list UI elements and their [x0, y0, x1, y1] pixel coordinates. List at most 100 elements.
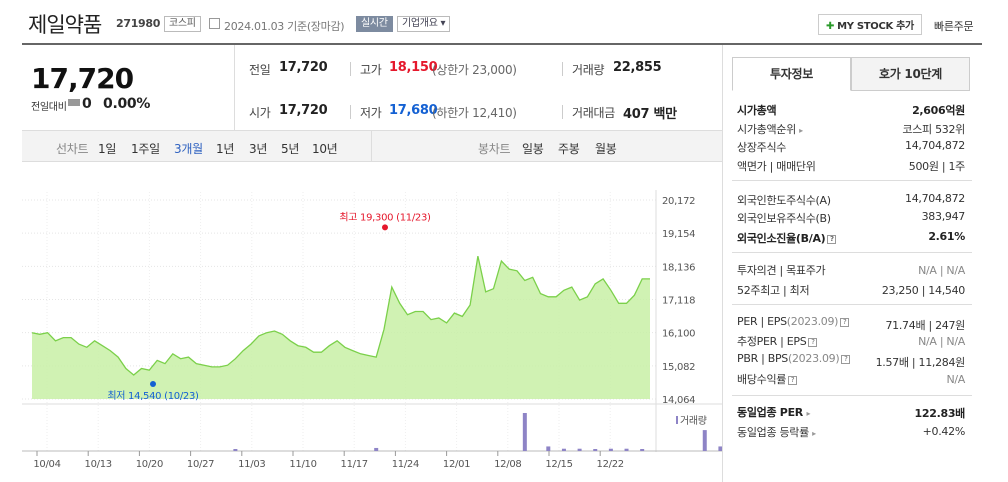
high52-value: 23,250 | 14,540 [881, 284, 965, 297]
price-chart[interactable]: 최고 19,300 (11/23) 최저 14,540 (10/23) 20,17… [22, 162, 722, 482]
help-icon[interactable]: ? [788, 375, 798, 385]
tab-order-book[interactable]: 호가 10단계 [851, 57, 970, 91]
low-label: 저가 [360, 106, 382, 120]
change-percent: 0.00% [103, 96, 151, 112]
add-mystock-label: MY STOCK 추가 [837, 21, 914, 32]
period-10y[interactable]: 10년 [312, 142, 338, 156]
company-overview-dropdown[interactable]: 기업개요 ▾ [397, 16, 451, 32]
plus-icon: ✚ [826, 21, 835, 32]
foreign-rate-label: 외국인소진율(B/A)? [737, 230, 837, 246]
low-annotation: 최저 14,540 (10/23) [107, 390, 199, 402]
prev-close-value: 17,720 [279, 60, 328, 75]
x-tick-label: 11/24 [392, 459, 419, 470]
chevron-right-icon: ▸ [812, 429, 816, 438]
divider [732, 180, 972, 181]
volume-bar [522, 413, 527, 451]
amount-label: 거래대금 [572, 106, 615, 120]
volume-label: 거래량 [680, 415, 707, 427]
stock-code: 271980 [116, 17, 161, 30]
industry-per-label-text: 동일업종 PER [737, 406, 803, 419]
volume-bar [233, 449, 238, 451]
market-cap-value: 2,606억원 [912, 104, 965, 117]
current-price: 17,720 [31, 62, 134, 95]
high-value: 18,150 [389, 60, 438, 75]
foreign-limit-label: 외국인한도주식수(A) [737, 194, 831, 207]
divider [371, 131, 372, 162]
cap-rank-value: 코스피 532위 [902, 123, 965, 136]
eper-value: N/A | N/A [918, 335, 965, 348]
tab-invest-info[interactable]: 투자정보 [732, 57, 851, 91]
volume-bar [593, 449, 598, 451]
high-annotation: 최고 19,300 (11/23) [339, 211, 431, 223]
divider [732, 304, 972, 305]
volume-bar [374, 447, 379, 451]
volume-bar [718, 446, 722, 451]
industry-rate-label-text: 동일업종 등락률 [737, 426, 809, 439]
cap-rank-label[interactable]: 시가총액순위 ▸ [737, 121, 803, 137]
x-tick-label: 12/15 [545, 459, 572, 470]
help-icon[interactable]: ? [840, 317, 850, 327]
chevron-right-icon: ▸ [799, 126, 803, 135]
period-1w[interactable]: 1주일 [131, 142, 160, 156]
help-icon[interactable]: ? [841, 354, 851, 364]
div-label-text: 배당수익률 [737, 373, 787, 386]
y-tick-label: 17,118 [662, 296, 695, 307]
add-mystock-button[interactable]: ✚ MY STOCK 추가 [818, 14, 922, 35]
y-tick-label: 18,136 [662, 262, 695, 273]
header-divider [22, 43, 982, 45]
upper-limit: (상한가 23,000) [432, 63, 517, 77]
volume-legend-swatch [676, 416, 678, 424]
amount-value: 407 백만 [623, 107, 677, 122]
volume-label: 거래량 [572, 63, 605, 77]
volume-bar [546, 446, 551, 451]
divider [562, 105, 563, 119]
low-value: 17,680 [389, 103, 438, 118]
divider [350, 105, 351, 119]
volume-bar [702, 430, 707, 451]
lower-limit: (하한가 12,410) [432, 106, 517, 120]
candle-chart-label: 봉차트 [478, 142, 511, 156]
high-label: 고가 [360, 63, 382, 77]
foreign-hold-value: 383,947 [921, 210, 966, 223]
price-panel [22, 45, 235, 131]
par-value: 500원 | 1주 [908, 160, 966, 173]
period-3y[interactable]: 3년 [249, 142, 268, 156]
stats-panel [235, 45, 722, 131]
quick-order-link[interactable]: 빠른주문 [934, 20, 974, 33]
line-chart-label: 선차트 [56, 142, 89, 156]
realtime-button[interactable]: 실시간 [356, 16, 393, 32]
y-tick-label: 19,154 [662, 229, 695, 240]
period-5y[interactable]: 5년 [281, 142, 300, 156]
volume-bar [561, 448, 566, 451]
per-date: (2023.09) [786, 315, 839, 328]
per-label: PER | EPS(2023.09)? [737, 315, 850, 328]
eper-label-text: 추정PER | EPS [737, 335, 807, 348]
opinion-value: N/A | N/A [918, 264, 965, 277]
foreign-rate-value: 2.61% [928, 230, 965, 243]
period-1y[interactable]: 1년 [216, 142, 235, 156]
base-date: 2024.01.03 기준(장마감) [224, 20, 345, 33]
x-tick-label: 10/04 [33, 459, 60, 470]
help-icon[interactable]: ? [827, 234, 837, 244]
div-label: 배당수익률? [737, 371, 798, 387]
change-label: 전일대비 [31, 98, 67, 113]
industry-per-label[interactable]: 동일업종 PER ▸ [737, 404, 810, 420]
foreign-rate-label-text: 외국인소진율(B/A) [737, 232, 826, 245]
chevron-right-icon: ▸ [806, 409, 811, 418]
x-tick-label: 11/03 [238, 459, 265, 470]
per-value: 71.74배 | 247원 [885, 319, 965, 332]
industry-rate-label[interactable]: 동일업종 등락률 ▸ [737, 424, 816, 440]
foreign-hold-label: 외국인보유주식수(B) [737, 212, 831, 225]
candle-weekly[interactable]: 주봉 [558, 142, 580, 156]
industry-rate-value: +0.42% [922, 425, 966, 438]
candle-daily[interactable]: 일봉 [522, 142, 544, 156]
x-tick-label: 11/10 [289, 459, 316, 470]
div-value: N/A [946, 373, 965, 386]
help-icon[interactable]: ? [808, 337, 818, 347]
price-line [31, 255, 650, 376]
volume-bar [608, 448, 613, 451]
period-1d[interactable]: 1일 [98, 142, 117, 156]
period-3m[interactable]: 3개월 [174, 142, 203, 156]
candle-monthly[interactable]: 월봉 [595, 142, 617, 156]
unchanged-icon [68, 99, 80, 106]
